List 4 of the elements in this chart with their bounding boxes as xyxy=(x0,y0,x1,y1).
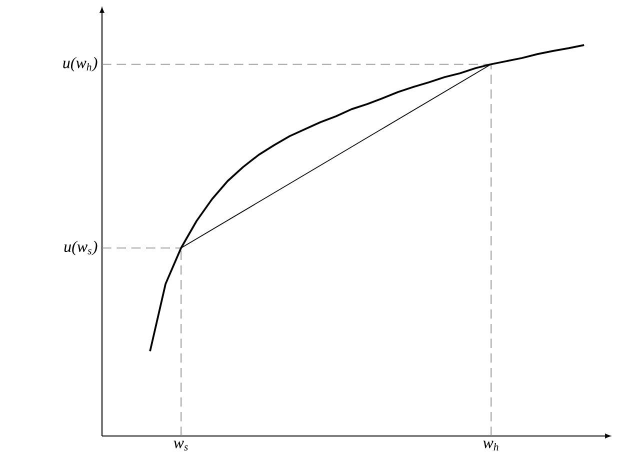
ref-line-label: u(w$_{s}$) xyxy=(64,240,98,256)
ref-line-label: u(w$_{h}$) xyxy=(63,56,98,72)
x-tick-label: w$_{h}$ xyxy=(483,440,498,450)
x-tick-label: w$_{s}$ xyxy=(174,440,188,451)
